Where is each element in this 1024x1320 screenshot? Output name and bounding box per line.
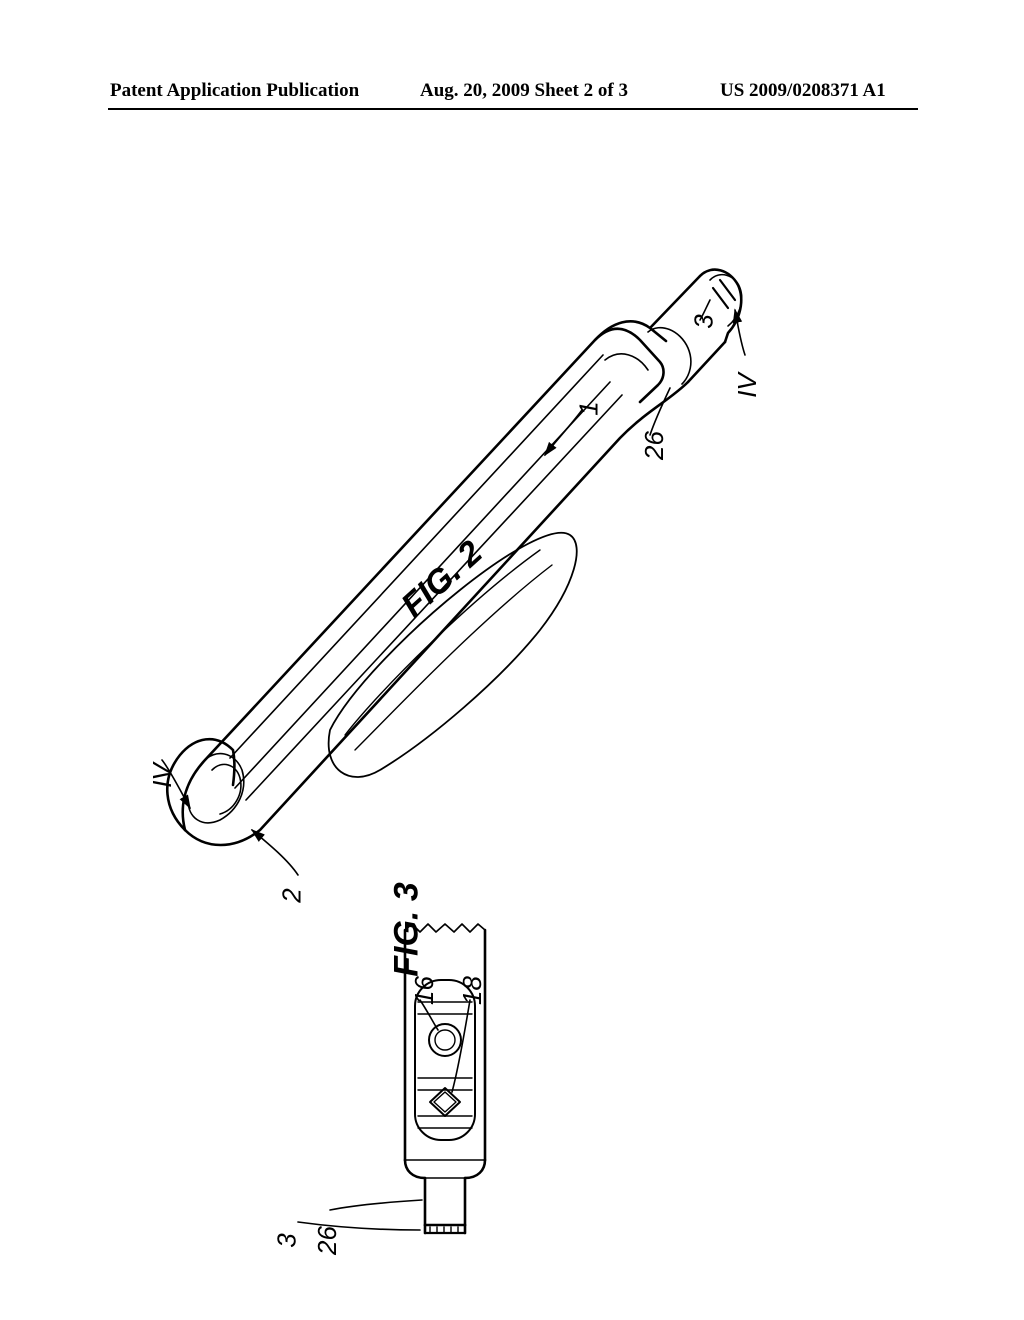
header-right: US 2009/0208371 A1 [720,80,886,102]
header-rule [108,108,918,110]
patent-page: Patent Application Publication Aug. 20, … [0,0,1024,1320]
header-left: Patent Application Publication [110,80,359,102]
fig3-drawing [0,130,1024,1280]
header-center: Aug. 20, 2009 Sheet 2 of 3 [420,80,628,102]
figure-area: FIG. 2 FIG. 3 IV IV 1 2 3 26 3 26 16 18 [0,130,1024,1280]
page-header: Patent Application Publication Aug. 20, … [0,80,1024,110]
